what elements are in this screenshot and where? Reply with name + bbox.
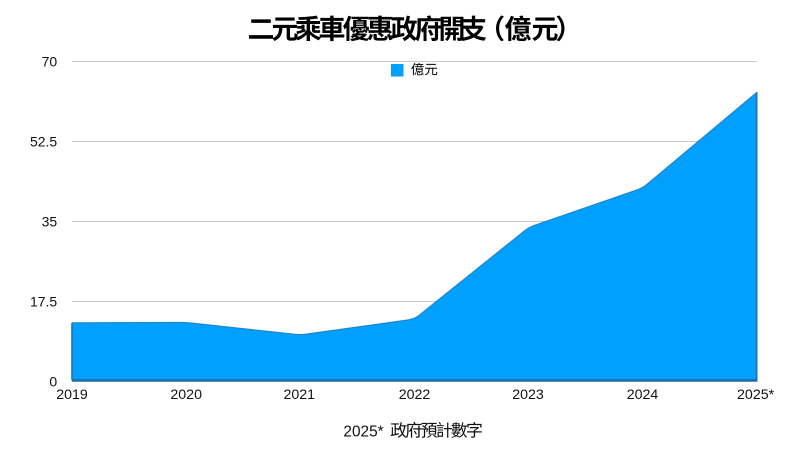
svg-text:70: 70 [42, 54, 58, 70]
svg-text:52.5: 52.5 [30, 134, 57, 150]
svg-text:0: 0 [49, 374, 57, 390]
svg-text:2019: 2019 [56, 387, 88, 403]
svg-text:2023: 2023 [512, 387, 544, 403]
svg-text:2025*: 2025* [343, 423, 383, 440]
svg-text:2022: 2022 [399, 387, 431, 403]
svg-text:35: 35 [42, 214, 58, 230]
svg-text:2024: 2024 [627, 387, 659, 403]
svg-text:2020: 2020 [170, 387, 202, 403]
svg-text:2021: 2021 [284, 387, 316, 403]
svg-text:2025*: 2025* [737, 387, 775, 403]
svg-text:17.5: 17.5 [30, 294, 57, 310]
